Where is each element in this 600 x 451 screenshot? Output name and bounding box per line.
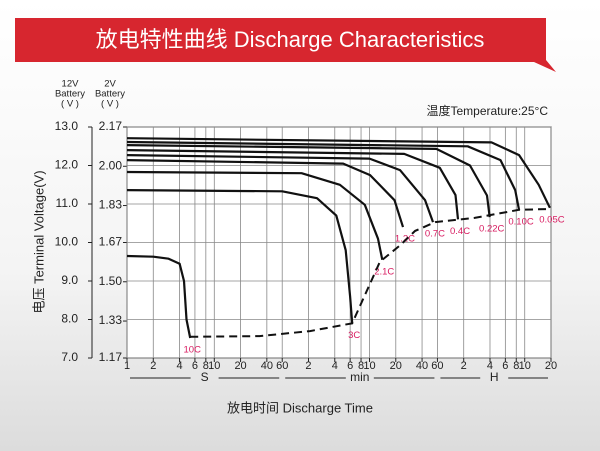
x-tick-label: 2 — [305, 360, 311, 372]
x-axis-title: 放电时间 Discharge Time — [227, 400, 373, 415]
y-tick-label: 10.0 — [55, 235, 79, 249]
x-tick-label: 6 — [502, 360, 508, 372]
discharge-curve — [126, 140, 521, 211]
x-tick-label: 8 — [203, 360, 209, 372]
curve-label: 3C — [348, 330, 360, 341]
section-label: min — [350, 370, 369, 384]
x-tick-label: 10 — [208, 360, 220, 372]
x-tick-label: 6 — [347, 360, 353, 372]
section-label: H — [490, 370, 499, 384]
y2-axis-header: 2V — [104, 79, 116, 90]
cutoff-line — [190, 208, 550, 338]
curve-label: 0.7C — [425, 229, 445, 240]
y2-tick-label: 1.50 — [99, 274, 123, 288]
x-tick-label: 40 — [416, 360, 428, 372]
title-banner — [15, 18, 556, 72]
y-tick-label: 13.0 — [55, 119, 79, 133]
y2-axis-header: ( V ) — [101, 99, 119, 110]
y2-tick-label: 1.17 — [99, 350, 123, 364]
x-tick-label: 20 — [545, 360, 557, 372]
y-tick-label: 9.0 — [61, 273, 78, 287]
x-tick-label: 6 — [192, 360, 198, 372]
y-axis-header: Battery — [55, 89, 85, 100]
discharge-curve — [126, 254, 192, 339]
discharge-curve — [126, 144, 491, 218]
curve-label: 2.1C — [374, 266, 394, 277]
curve-label: 10C — [184, 344, 202, 355]
y2-tick-label: 2.00 — [99, 158, 123, 172]
y2-tick-label: 2.17 — [99, 119, 123, 133]
x-tick-label: 1 — [124, 360, 130, 372]
discharge-curve — [126, 189, 354, 324]
x-tick-label: 60 — [276, 360, 288, 372]
discharge-curve — [126, 170, 384, 261]
x-tick-label: 40 — [261, 360, 273, 372]
x-tick-label: 8 — [358, 360, 364, 372]
annotation: 温度Temperature:25°C — [426, 103, 548, 118]
y-tick-label: 11.0 — [56, 196, 79, 210]
x-tick-label: 4 — [487, 360, 493, 372]
curve-label: 1.2C — [395, 234, 415, 245]
section-label: S — [201, 370, 209, 384]
x-tick-label: 60 — [431, 360, 443, 372]
y2-tick-label: 1.33 — [99, 313, 123, 327]
discharge-curve — [126, 159, 405, 228]
x-tick-label: 4 — [332, 360, 338, 372]
x-tick-label: 10 — [363, 360, 375, 372]
y-axis-header: ( V ) — [61, 99, 79, 110]
x-tick-label: 10 — [519, 360, 531, 372]
discharge-curve — [126, 149, 460, 220]
x-tick-label: 4 — [176, 360, 182, 372]
curve-label: 0.05C — [539, 214, 564, 225]
curve-label: 0.10C — [508, 217, 533, 228]
y2-tick-label: 1.83 — [99, 198, 123, 212]
curve-label: 0.22C — [479, 224, 504, 235]
chart-title: 放电特性曲线 Discharge Characteristics — [96, 27, 485, 52]
y-tick-label: 8.0 — [61, 312, 78, 326]
discharge-curve — [126, 154, 435, 223]
x-tick-label: 20 — [390, 360, 402, 372]
curve-label: 0.4C — [450, 226, 470, 237]
x-tick-label: 2 — [461, 360, 467, 372]
discharge-curve — [126, 137, 551, 209]
y2-axis-header: Battery — [95, 89, 125, 100]
y-axis-title: 电压 Terminal Voltage(V) — [31, 170, 46, 313]
y-tick-label: 12.0 — [55, 158, 79, 172]
x-tick-label: 20 — [234, 360, 246, 372]
y-axis-header: 12V — [62, 79, 80, 90]
y-tick-label: 7.0 — [61, 350, 78, 364]
x-tick-label: 8 — [513, 360, 519, 372]
x-tick-label: 2 — [150, 360, 156, 372]
y2-tick-label: 1.67 — [99, 235, 123, 249]
